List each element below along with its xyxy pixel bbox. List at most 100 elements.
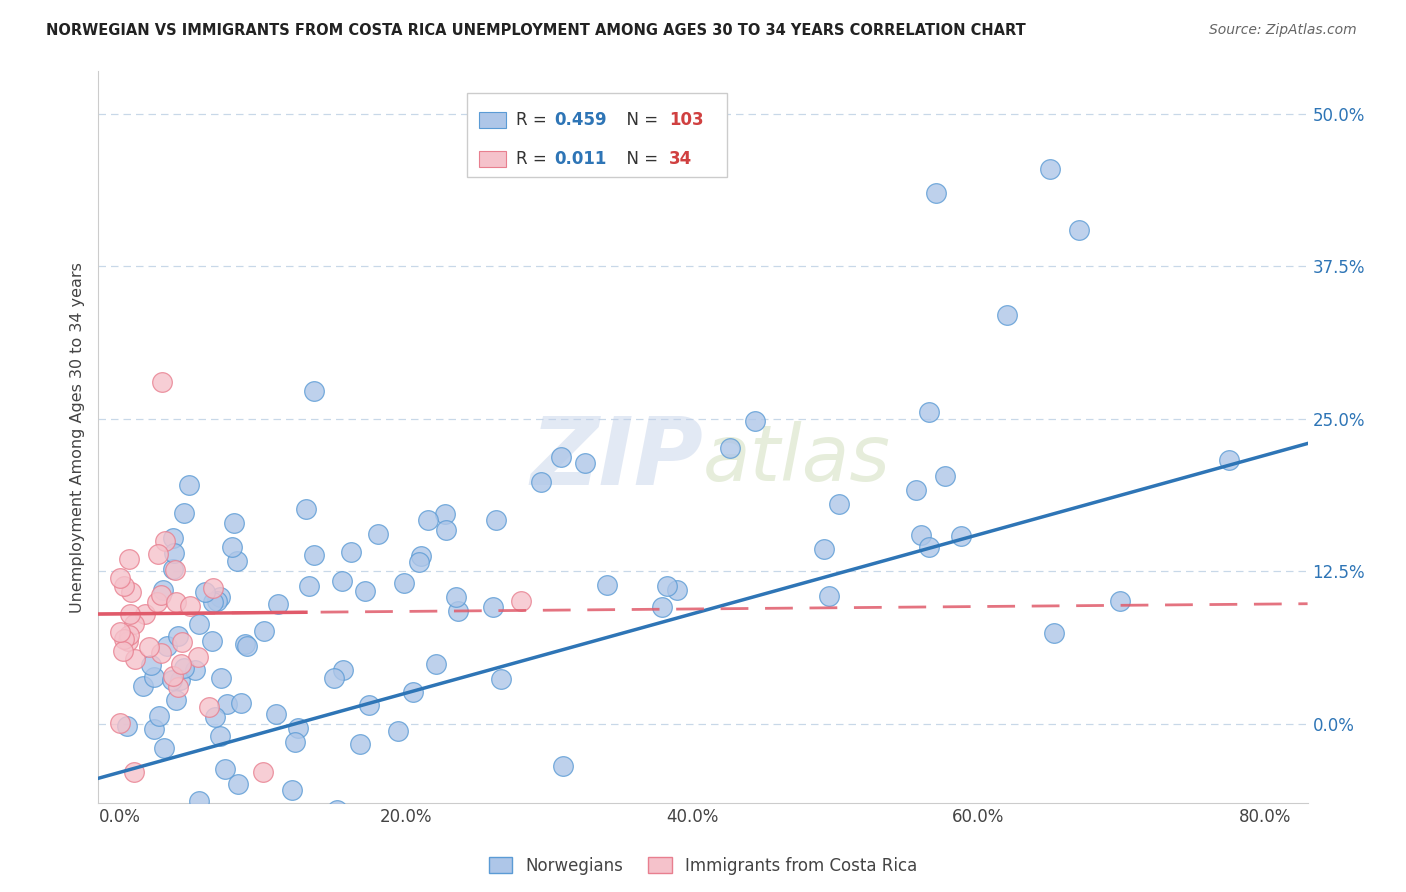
Point [165,595,187,609]
Point [156,640,179,654]
Point [934,469,956,483]
Point [148,709,170,723]
Point [169,673,191,687]
Point [401,685,423,699]
Point [108,716,131,731]
Point [201,634,224,648]
Text: R =: R = [516,150,551,168]
Text: 0.459: 0.459 [554,112,607,129]
Point [995,308,1018,322]
Point [115,719,138,733]
Y-axis label: Unemployment Among Ages 30 to 34 years: Unemployment Among Ages 30 to 34 years [69,261,84,613]
Point [132,679,155,693]
Point [298,579,321,593]
Point [267,597,290,611]
Point [950,528,973,542]
Point [666,582,689,597]
Point [287,721,309,735]
Point [215,697,238,711]
Point [550,450,572,464]
Point [302,384,325,398]
Point [357,698,380,712]
Point [295,501,318,516]
Point [434,508,457,522]
Point [718,442,741,456]
Point [370,812,392,826]
Point [112,580,135,594]
Point [367,526,389,541]
Point [179,599,201,614]
Point [143,722,166,736]
Point [205,594,228,608]
Point [221,540,243,554]
Point [596,577,619,591]
Point [162,531,184,545]
Point [530,475,553,489]
Point [201,595,224,609]
Point [111,644,134,658]
Text: N =: N = [616,112,664,129]
Point [281,783,304,797]
Text: Source: ZipAtlas.com: Source: ZipAtlas.com [1209,23,1357,37]
Point [209,671,232,685]
Point [1218,452,1240,467]
Point [228,776,250,790]
Point [284,735,307,749]
Point [108,571,131,585]
Point [209,729,232,743]
Point [112,632,135,647]
Text: atlas: atlas [703,421,891,497]
Point [141,657,163,672]
Point [170,657,193,672]
Point [482,600,505,615]
Point [235,640,257,654]
Point [425,657,447,672]
Point [108,625,131,640]
Point [184,663,207,677]
Point [120,585,142,599]
Point [224,516,246,530]
Point [491,672,513,686]
Point [162,562,184,576]
Point [138,640,160,654]
Point [446,591,468,605]
Point [153,740,176,755]
Point [214,762,236,776]
Point [118,552,141,566]
FancyBboxPatch shape [479,112,506,128]
Point [198,700,221,714]
Point [411,549,433,564]
Text: ZIP: ZIP [530,413,703,505]
Point [354,583,377,598]
Point [1043,625,1066,640]
Point [408,555,430,569]
Point [1108,594,1130,608]
Point [918,541,941,555]
Text: 34: 34 [669,150,692,168]
Point [434,523,457,537]
Point [117,634,139,648]
Point [828,497,851,511]
Point [153,534,176,549]
Point [170,635,193,649]
Point [177,477,200,491]
Point [122,765,145,780]
Point [330,574,353,589]
Point [160,673,183,687]
Point [194,585,217,599]
Point [322,671,344,685]
Point [918,405,941,419]
Point [134,607,156,621]
Text: 0.011: 0.011 [554,150,606,168]
Point [173,506,195,520]
Point [381,809,404,823]
Point [152,376,174,390]
Point [551,759,574,773]
Text: 103: 103 [669,112,704,129]
Point [253,624,276,639]
Point [818,590,841,604]
Point [166,629,188,643]
Point [186,836,208,850]
Point [187,649,209,664]
Point [165,563,187,577]
